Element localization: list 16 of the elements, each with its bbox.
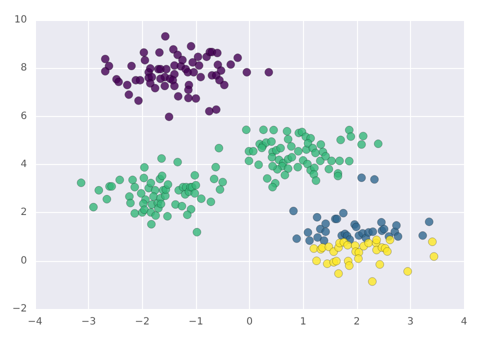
x-tick-label: −2 [134,316,150,328]
y-tick-label: 2 [20,207,27,218]
x-tick-label: 2 [354,316,360,328]
x-tick-label: −1 [188,316,204,328]
x-tick-label: −3 [81,316,96,328]
x-tick-label: 3 [407,316,414,328]
x-tick-label: 4 [460,316,468,328]
x-tick-label: 1 [300,316,306,328]
x-tick-label: 0 [246,316,253,328]
y-tick-label: 8 [20,62,27,74]
y-tick-label: 0 [20,255,27,266]
y-tick-label: 4 [20,159,27,170]
x-tick-label: −4 [28,316,42,328]
y-tick-label: 6 [20,110,27,122]
y-tick-label: 10 [14,14,27,26]
y-tick-label: −2 [12,304,27,314]
